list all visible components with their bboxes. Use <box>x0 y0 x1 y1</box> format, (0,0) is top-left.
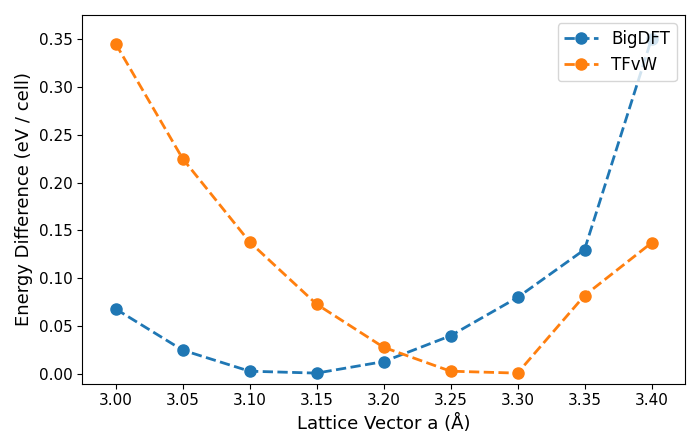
TFvW <box>312 302 321 307</box>
BigDFT <box>580 247 589 252</box>
BigDFT <box>513 295 522 300</box>
TFvW <box>513 370 522 376</box>
BigDFT <box>178 348 187 353</box>
X-axis label: Lattice Vector a (Å): Lattice Vector a (Å) <box>297 414 470 433</box>
TFvW <box>447 369 455 374</box>
Line: BigDFT: BigDFT <box>110 34 657 379</box>
BigDFT <box>111 306 120 312</box>
TFvW <box>246 239 254 245</box>
BigDFT <box>312 370 321 376</box>
BigDFT <box>379 359 388 364</box>
Y-axis label: Energy Difference (eV / cell): Energy Difference (eV / cell) <box>15 72 33 326</box>
BigDFT <box>447 333 455 338</box>
TFvW <box>648 240 656 246</box>
Legend: BigDFT, TFvW: BigDFT, TFvW <box>558 23 677 81</box>
TFvW <box>111 41 120 47</box>
BigDFT <box>648 36 656 42</box>
TFvW <box>580 293 589 298</box>
Line: TFvW: TFvW <box>110 38 657 379</box>
TFvW <box>379 345 388 350</box>
TFvW <box>178 156 187 161</box>
BigDFT <box>246 369 254 374</box>
